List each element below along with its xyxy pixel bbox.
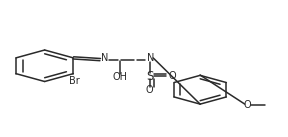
Text: O: O bbox=[244, 101, 251, 110]
Text: N: N bbox=[101, 54, 109, 63]
Text: Br: Br bbox=[69, 76, 80, 86]
Text: S: S bbox=[146, 70, 154, 82]
Text: N: N bbox=[147, 54, 154, 63]
Text: O: O bbox=[169, 71, 177, 81]
Text: O: O bbox=[146, 85, 154, 95]
Text: OH: OH bbox=[112, 72, 127, 82]
